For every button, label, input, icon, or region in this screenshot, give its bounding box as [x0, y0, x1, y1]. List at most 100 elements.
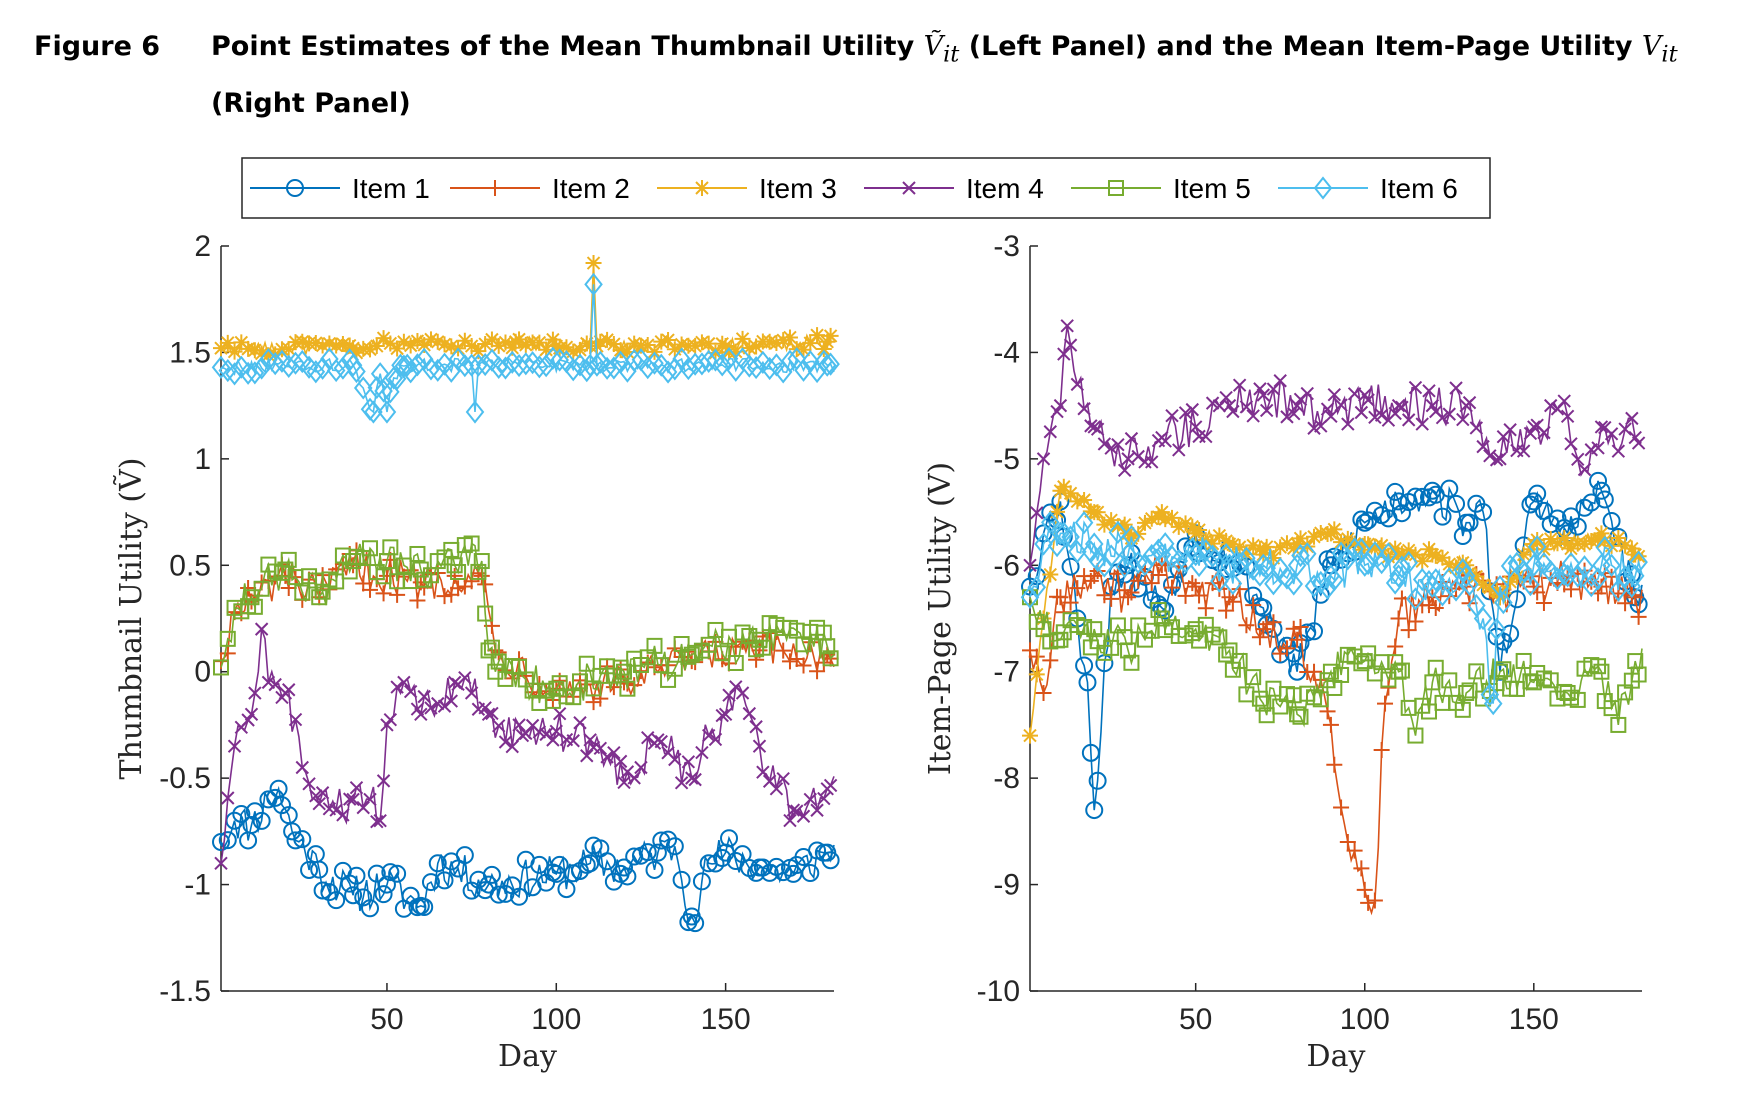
right-point-item-2: [1191, 587, 1208, 604]
right-point-item-2: [1187, 578, 1204, 595]
left-point-item-1: [428, 854, 447, 873]
left-point-item-4: [437, 699, 452, 713]
right-point-item-3: [1549, 535, 1566, 552]
figure-title-symbol-2: Vit: [1641, 31, 1678, 68]
right-point-item-6: [1412, 567, 1432, 592]
left-point-item-3: [619, 343, 636, 360]
legend-label-item-5: Item 5: [1173, 173, 1251, 204]
left-point-item-1: [510, 887, 529, 906]
right-point-item-2: [1333, 799, 1350, 816]
left-point-item-3: [463, 338, 480, 355]
right-point-item-2: [1052, 589, 1069, 606]
left-point-item-3: [416, 336, 433, 353]
right-point-item-6: [1548, 567, 1567, 591]
left-point-item-6: [465, 400, 485, 424]
left-point-item-2: [240, 580, 257, 597]
right-point-item-3: [1089, 504, 1106, 521]
left-point-item-4: [715, 708, 729, 723]
right-point-item-5: [1458, 685, 1475, 701]
right-point-item-6: [1034, 532, 1053, 556]
legend-marker-item-6: [1313, 176, 1333, 200]
left-point-item-3: [497, 334, 514, 351]
right-point-item-3: [1407, 546, 1424, 563]
left-point-item-3: [368, 338, 385, 355]
right-point-item-4: [1178, 406, 1193, 420]
right-point-item-5: [1461, 682, 1478, 699]
right-point-item-3: [1069, 493, 1086, 510]
left-point-item-6: [821, 352, 840, 376]
left-point-item-3: [246, 342, 263, 359]
left-point-item-6: [364, 400, 383, 424]
right-point-item-4: [1259, 403, 1274, 418]
right-point-item-3: [1238, 546, 1255, 563]
right-point-item-4: [1077, 402, 1091, 416]
left-point-item-4: [708, 732, 723, 747]
left-point-item-4: [651, 733, 665, 747]
left-point-item-3: [213, 340, 229, 357]
right-point-item-4: [1023, 558, 1037, 572]
right-point-item-4: [1571, 452, 1585, 467]
right-point-item-4: [1043, 425, 1057, 439]
left-point-item-2: [378, 567, 395, 584]
left-point-item-3: [517, 336, 534, 353]
right-y-tick-label: -10: [977, 975, 1020, 1008]
left-point-item-6: [245, 361, 265, 385]
left-point-item-3: [700, 335, 717, 352]
right-point-item-4: [1030, 506, 1044, 520]
right-point-item-6: [1456, 564, 1476, 588]
right-point-item-3: [1103, 512, 1120, 529]
right-point-item-3: [1028, 666, 1045, 683]
left-point-item-4: [600, 750, 614, 764]
right-point-item-4: [1273, 374, 1287, 388]
left-point-item-5: [819, 638, 836, 655]
right-point-item-3: [1387, 540, 1404, 557]
left-point-item-3: [226, 343, 243, 360]
right-point-item-6: [1399, 550, 1418, 575]
right-point-item-5: [1441, 672, 1458, 689]
left-point-item-3: [429, 333, 446, 350]
right-point-item-6: [1460, 572, 1479, 596]
right-point-item-4: [1618, 422, 1632, 436]
right-point-item-3: [1076, 491, 1093, 508]
figure-title-symbol-1: Ṽit: [923, 31, 960, 68]
right-point-item-6: [1406, 587, 1425, 611]
right-point-item-5: [1427, 659, 1444, 676]
right-point-item-2: [1251, 629, 1268, 646]
left-point-item-3: [653, 333, 670, 350]
right-point-item-5: [1603, 700, 1620, 717]
right-y-tick-label: -6: [993, 549, 1020, 582]
left-point-item-1: [821, 851, 840, 870]
right-point-item-4: [1063, 338, 1078, 352]
left-point-item-5: [328, 573, 345, 590]
left-point-item-6: [374, 379, 393, 403]
right-point-item-4: [1266, 382, 1281, 396]
right-point-item-3: [1623, 540, 1640, 557]
right-point-item-4: [1185, 402, 1200, 417]
right-point-item-4: [1354, 405, 1369, 420]
right-point-item-2: [1177, 587, 1194, 604]
left-point-item-5: [477, 605, 494, 622]
left-point-item-4: [790, 804, 804, 818]
left-y-tick-label: 1: [194, 443, 211, 476]
left-point-item-4: [613, 754, 628, 769]
left-point-item-5: [683, 646, 700, 663]
right-point-item-2: [1366, 892, 1383, 909]
left-point-item-5: [619, 680, 636, 697]
left-series-item-3: [213, 255, 839, 364]
right-point-item-1: [1582, 493, 1601, 512]
right-point-item-3: [1420, 541, 1437, 558]
left-point-item-2: [389, 586, 406, 603]
left-point-item-4: [718, 707, 733, 721]
left-point-item-4: [583, 733, 597, 747]
right-point-item-4: [1057, 347, 1071, 361]
right-point-item-3: [1143, 510, 1160, 527]
left-point-item-3: [321, 335, 338, 352]
left-point-item-4: [295, 760, 309, 775]
left-point-item-4: [786, 803, 801, 817]
left-point-item-5: [480, 642, 497, 659]
left-point-item-4: [783, 813, 797, 828]
right-point-item-2: [1218, 602, 1235, 619]
right-point-item-6: [1128, 550, 1148, 575]
left-point-item-3: [673, 336, 690, 353]
left-point-item-6: [475, 352, 495, 377]
